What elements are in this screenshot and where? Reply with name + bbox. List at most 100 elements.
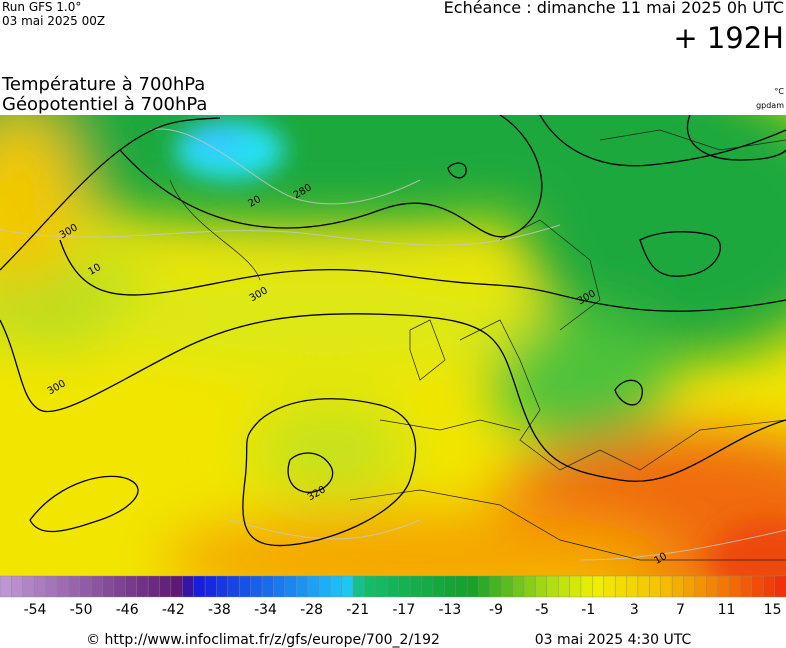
colorbar-label: -54 — [24, 602, 47, 618]
colorbar-label: -13 — [438, 602, 461, 618]
unit-temperature: °C — [774, 87, 784, 96]
colorbar-swatch — [466, 575, 479, 598]
colorbar-swatch — [569, 575, 582, 598]
colorbar-swatch — [432, 575, 445, 598]
colorbar-swatch — [740, 575, 753, 598]
colorbar-swatch — [455, 575, 468, 598]
colorbar-swatch — [90, 575, 104, 598]
colorbar-swatch — [637, 575, 650, 598]
colorbar-label: -42 — [162, 602, 185, 618]
colorbar-swatch — [478, 575, 491, 598]
colorbar-swatch — [421, 575, 434, 598]
title-geopotential: Géopotentiel à 700hPa — [2, 94, 207, 115]
colorbar-swatch — [728, 575, 741, 598]
colorbar-swatch — [170, 575, 183, 598]
colorbar-swatch — [0, 575, 12, 598]
colorbar-swatch — [261, 575, 274, 598]
colorbar-swatch — [763, 575, 776, 598]
colorbar-swatch — [102, 575, 115, 598]
colorbar-label: -21 — [346, 602, 369, 618]
source-url: © http://www.infoclimat.fr/z/gfs/europe/… — [86, 632, 440, 648]
colorbar-swatch — [398, 575, 411, 598]
colorbar-swatch — [364, 575, 377, 598]
colorbar-swatch — [33, 575, 47, 598]
colorbar-swatch — [68, 575, 81, 598]
colorbar-swatch — [22, 575, 35, 598]
colorbar-label: 11 — [718, 602, 736, 618]
colorbar-swatch — [557, 575, 571, 598]
colorbar-swatch — [284, 575, 297, 598]
colorbar-swatch — [512, 575, 525, 598]
colorbar-swatch — [751, 575, 764, 598]
colorbar-label: -38 — [208, 602, 231, 618]
colorbar-label: -50 — [70, 602, 93, 618]
colorbar-swatch — [523, 575, 536, 598]
colorbar-label: -17 — [392, 602, 415, 618]
colorbar-swatch — [592, 575, 605, 598]
colorbar-swatch — [204, 575, 217, 598]
colorbar-label: 3 — [630, 602, 639, 618]
colorbar-swatch — [387, 575, 400, 598]
colorbar-swatch — [273, 575, 286, 598]
colorbar-swatch — [694, 575, 707, 598]
colorbar-swatch — [649, 575, 662, 598]
colorbar-swatch — [56, 575, 69, 598]
colorbar-swatch — [113, 575, 126, 598]
run-label: Run GFS 1.0° — [2, 0, 81, 14]
colorbar-label: -5 — [535, 602, 549, 618]
title-temperature: Température à 700hPa — [1, 74, 205, 95]
colorbar-swatch — [375, 575, 388, 598]
colorbar-swatch — [318, 575, 331, 598]
colorbar-label: 7 — [676, 602, 685, 618]
colorbar-swatch — [193, 575, 206, 598]
colorbar-swatch — [717, 575, 730, 598]
colorbar-swatch — [774, 575, 786, 598]
colorbar-swatch — [352, 575, 366, 598]
colorbar-label: -1 — [581, 602, 595, 618]
colorbar-swatch — [603, 575, 616, 598]
colorbar-swatch — [79, 575, 92, 598]
colorbar-swatch — [159, 575, 172, 598]
colorbar-label: -34 — [254, 602, 277, 618]
colorbar-swatch — [671, 575, 684, 598]
colorbar-label: 15 — [764, 602, 782, 618]
unit-geopotential: gpdam — [756, 101, 784, 110]
colorbar-swatch — [250, 575, 263, 598]
colorbar-swatch — [136, 575, 149, 598]
colorbar-swatch — [535, 575, 548, 598]
temperature-field — [0, 115, 786, 576]
colorbar-swatch — [239, 575, 252, 598]
lead-time: + 192H — [673, 21, 784, 55]
colorbar-swatch — [626, 575, 639, 598]
colorbar-swatch — [11, 575, 24, 598]
colorbar-swatch — [295, 575, 309, 598]
colorbar-swatch — [330, 575, 343, 598]
colorbar-swatch — [489, 575, 502, 598]
colorbar-swatch — [706, 575, 719, 598]
colorbar-swatch — [227, 575, 240, 598]
colorbar-label: -28 — [300, 602, 323, 618]
colorbar-swatch — [307, 575, 320, 598]
colorbar-label: -9 — [489, 602, 503, 618]
colorbar-swatch — [341, 575, 354, 598]
issued-time: 03 mai 2025 4:30 UTC — [535, 632, 692, 648]
colorbar-swatch — [614, 575, 628, 598]
run-date: 03 mai 2025 00Z — [2, 14, 105, 28]
colorbar-swatch — [660, 575, 673, 598]
colorbar-swatch — [45, 575, 58, 598]
colorbar-swatch — [546, 575, 559, 598]
colorbar-swatch — [683, 575, 696, 598]
colorbar-swatch — [216, 575, 229, 598]
colorbar-swatch — [125, 575, 138, 598]
colorbar-swatch — [147, 575, 160, 598]
colorbar-swatch — [409, 575, 422, 598]
valid-time: Echéance : dimanche 11 mai 2025 0h UTC — [444, 0, 784, 17]
colorbar-swatch — [444, 575, 457, 598]
colorbar-label: -46 — [116, 602, 139, 618]
colorbar: -54 -50 -46 -42 -38 -34 -28 -21 -17 -13 -9 -5 -1 3 7 11… — [0, 575, 786, 618]
colorbar-swatch — [182, 575, 195, 598]
colorbar-swatch — [580, 575, 593, 598]
colorbar-swatch — [501, 575, 514, 598]
